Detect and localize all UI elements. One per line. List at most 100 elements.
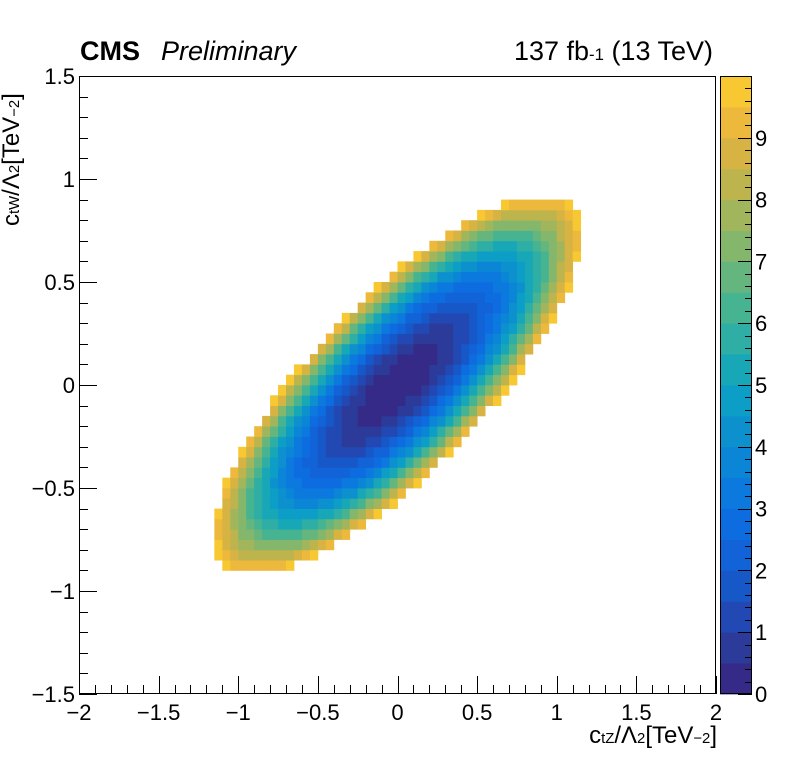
heatmap-cell (333, 477, 343, 489)
heatmap-cell (325, 364, 335, 376)
heatmap-cell (309, 467, 319, 479)
heatmap-cell (373, 292, 382, 303)
heatmap-cell (317, 539, 327, 551)
heatmap-cell (397, 467, 406, 479)
heatmap-cell (286, 539, 295, 551)
heatmap-cell (405, 415, 414, 427)
heatmap-cell (357, 457, 367, 468)
heatmap-cell (357, 333, 367, 345)
z-tick-label: 7 (755, 249, 767, 274)
heatmap-cell (461, 292, 470, 303)
heatmap-cell (572, 230, 582, 242)
heatmap-cell (501, 323, 510, 334)
heatmap-cell (461, 426, 470, 437)
heatmap-cell (397, 405, 406, 417)
heatmap-cell (508, 312, 518, 324)
heatmap-cell (286, 529, 295, 540)
heatmap-cell (397, 261, 406, 273)
heatmap-cell (254, 560, 263, 571)
heatmap-cell (477, 323, 486, 334)
heatmap-cell (469, 415, 478, 427)
heatmap-cell (413, 477, 422, 489)
heatmap-cell (286, 385, 295, 396)
heatmap-cell (341, 529, 351, 540)
heatmap-cell (246, 498, 255, 509)
heatmap-cell (493, 251, 502, 262)
heatmap-cell (278, 529, 287, 540)
heatmap-cell (445, 292, 454, 303)
heatmap-cell (301, 539, 311, 551)
heatmap-cell (516, 323, 526, 334)
heatmap-cell (501, 261, 510, 273)
axis-label-part: −2 (693, 731, 711, 747)
heatmap-cell (405, 467, 414, 479)
heatmap-cell (437, 333, 446, 345)
heatmap-cell (301, 426, 311, 437)
heatmap-cell (421, 354, 430, 365)
heatmap-cell (389, 498, 398, 509)
heatmap-cell (262, 457, 271, 468)
color-bar-step (720, 137, 752, 170)
heatmap-cell (477, 230, 486, 242)
heatmap-cell (373, 364, 382, 376)
heatmap-cell (485, 271, 494, 283)
heatmap-cell (421, 374, 430, 386)
heatmap-cell (325, 518, 335, 530)
heatmap-cell (397, 323, 406, 334)
heatmap-cell (524, 302, 534, 314)
heatmap-cell (421, 364, 430, 376)
heatmap-cell (357, 354, 367, 365)
heatmap-cell (532, 292, 542, 303)
heatmap-cell (230, 529, 239, 540)
heatmap-cell (278, 518, 287, 530)
heatmap-cell (453, 395, 462, 406)
heatmap-cell (477, 209, 486, 221)
heatmap-cell (349, 323, 359, 334)
heatmap-cell (437, 395, 446, 406)
heatmap-cell (270, 498, 279, 509)
heatmap-cell (556, 292, 566, 303)
heatmap-cell (309, 385, 319, 396)
heatmap-cell (333, 498, 343, 509)
color-bar-step (720, 539, 752, 571)
heatmap-cell (373, 333, 382, 345)
heatmap-cell (373, 415, 382, 427)
heatmap-cell (349, 333, 359, 345)
heatmap-cell (333, 333, 343, 345)
heatmap-cell (278, 446, 287, 458)
heatmap-cell (238, 518, 247, 530)
heatmap-cell (421, 385, 430, 396)
heatmap-cell (349, 405, 359, 417)
heatmap-cell (301, 508, 311, 520)
heatmap-cell (477, 364, 486, 376)
x-tick-label: −0.5 (296, 700, 339, 725)
heatmap-cell (381, 498, 390, 509)
heatmap-cell (405, 477, 414, 489)
color-bar-step (720, 508, 752, 540)
lumi-value: 137 fb (513, 36, 590, 66)
heatmap-cell (365, 354, 375, 365)
x-tick-label: 1 (551, 700, 563, 725)
heatmap-cell (453, 292, 462, 303)
heatmap-cell (309, 395, 319, 406)
heatmap-cell (485, 261, 494, 273)
heatmap-cell (501, 282, 510, 293)
color-bar: 0 1 2 3 4 5 6 7 8 9 (720, 76, 767, 707)
heatmap-cell (485, 364, 494, 376)
heatmap-cell (501, 209, 510, 221)
heatmap-cell (493, 323, 502, 334)
heatmap-cell (286, 560, 295, 571)
heatmap-cell (357, 488, 367, 499)
heatmap-cell (246, 467, 255, 479)
heatmap-cell (230, 549, 239, 561)
heatmap-cell (238, 457, 247, 468)
heatmap-cell (461, 302, 470, 314)
heatmap-cell (341, 374, 351, 386)
y-axis-label: ctW/Λ2[TeV−2] (0, 93, 26, 226)
heatmap-cell (309, 364, 319, 376)
heatmap-cell (222, 529, 231, 540)
heatmap-cell (293, 467, 303, 479)
heatmap-cell (437, 385, 446, 396)
heatmap-cell (214, 529, 223, 540)
heatmap-cell (381, 488, 390, 499)
